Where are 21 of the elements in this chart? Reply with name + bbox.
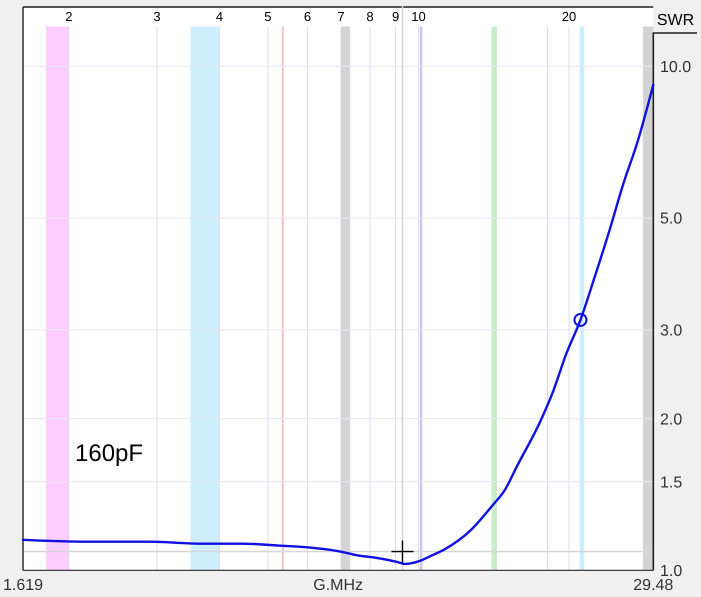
x-tick-label: 10 xyxy=(411,9,426,24)
x-tick-label: 6 xyxy=(304,9,312,24)
y-tick-label: 1.0 xyxy=(660,563,682,580)
x-tick-label: 20 xyxy=(562,9,576,24)
x-tick-label: 4 xyxy=(216,9,224,24)
x-tick-label: 8 xyxy=(366,9,374,24)
x-tick-label: 5 xyxy=(264,9,272,24)
x-tick-label: 7 xyxy=(337,9,345,24)
y-tick-label: 1.5 xyxy=(660,474,682,492)
x-tick-label: 9 xyxy=(392,9,400,24)
y-tick-label: 2.0 xyxy=(660,411,682,428)
x-tick-label: 2 xyxy=(65,9,73,24)
y-tick-label: 10.0 xyxy=(660,59,692,76)
x2-axis-title: G.MHz xyxy=(313,577,364,594)
x2-tick-label: 1.619 xyxy=(2,577,44,594)
y-axis-title: SWR xyxy=(656,12,694,29)
x2-tick-label: 29.48 xyxy=(633,577,674,594)
y-tick-label: 5.0 xyxy=(660,210,682,228)
annotation: 160pF xyxy=(75,440,144,467)
x-tick-label: 3 xyxy=(153,9,161,24)
y-tick-label: 3.0 xyxy=(660,322,682,340)
